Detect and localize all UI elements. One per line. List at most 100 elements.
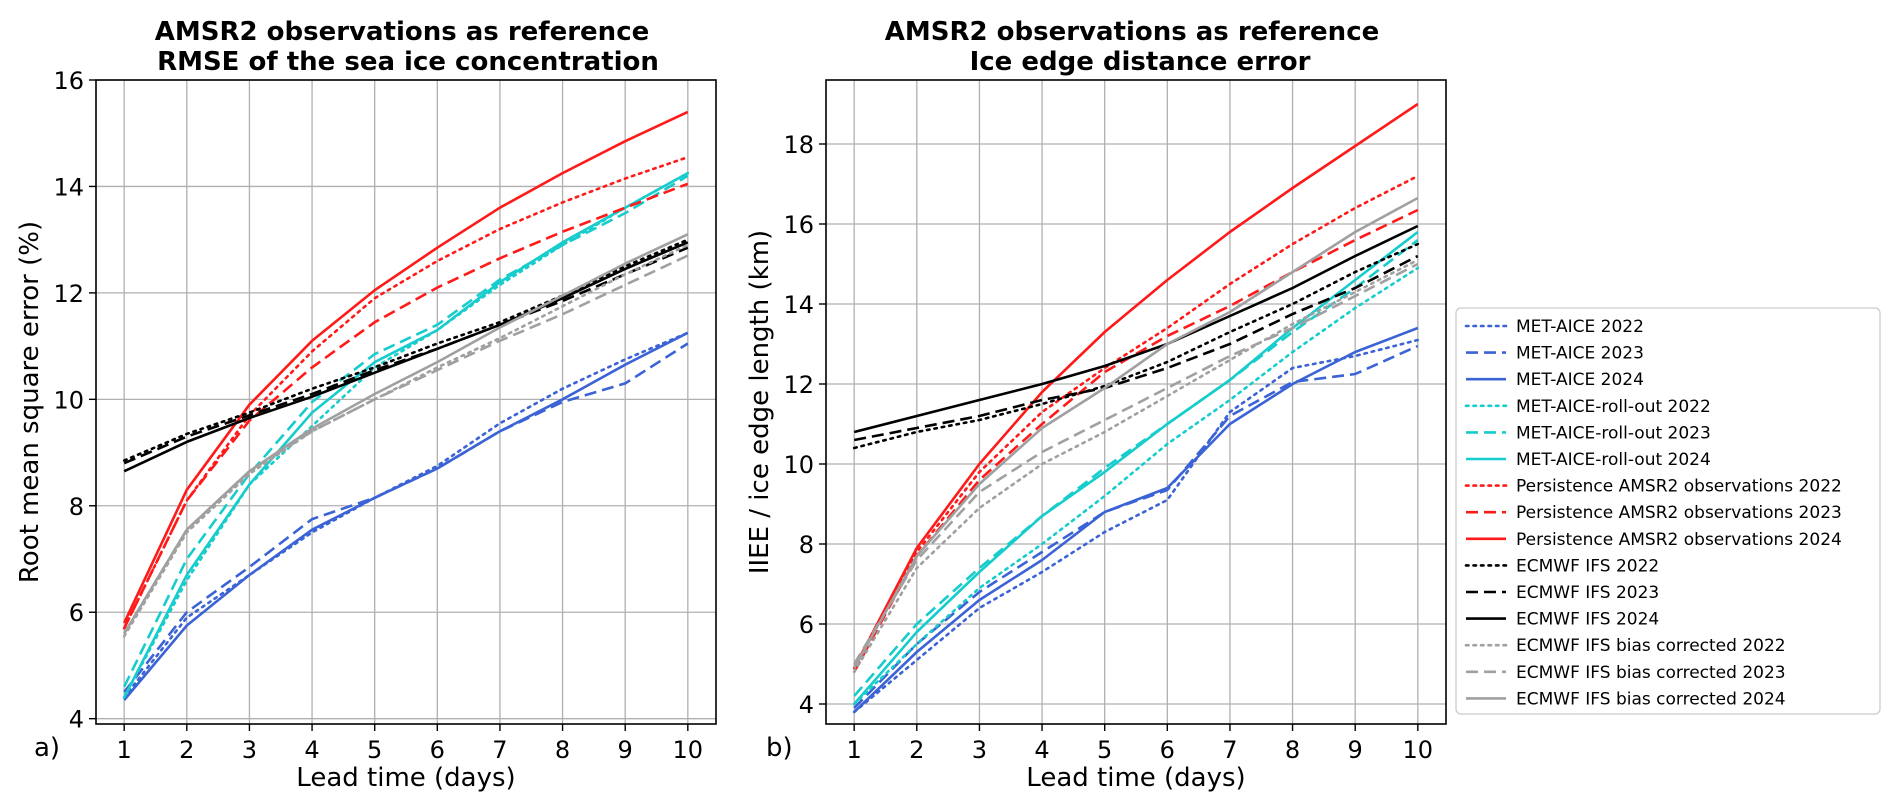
legend-items: MET-AICE 2022 MET-AICE 2023 MET-AICE 2024 M… bbox=[1464, 317, 1842, 709]
x-tick-label: 1 bbox=[117, 736, 132, 764]
panel-a-y-axis-label: Root mean square error (%) bbox=[15, 221, 45, 583]
panel-a-plot-frame bbox=[95, 79, 717, 725]
series-line bbox=[853, 254, 1419, 442]
panel-a-label: a) bbox=[34, 733, 60, 763]
panel-b-y-axis-label: IIEE / ice edge length (km) bbox=[745, 230, 775, 574]
panel-a-rmse-chart: AMSR2 observations as reference RMSE of … bbox=[15, 17, 717, 793]
panel-b-x-axis-label: Lead time (days) bbox=[1026, 763, 1245, 793]
x-tick-label: 1 bbox=[847, 736, 862, 764]
x-tick-label: 7 bbox=[1222, 736, 1237, 764]
x-tick-label: 10 bbox=[1403, 736, 1434, 764]
panel-a-series-lines bbox=[122, 110, 690, 701]
x-tick-label: 8 bbox=[555, 736, 570, 764]
y-tick-label: 16 bbox=[783, 211, 814, 239]
panel-a-title-line-1: AMSR2 observations as reference bbox=[155, 17, 650, 47]
x-tick-label: 7 bbox=[492, 736, 507, 764]
y-tick-label: 4 bbox=[69, 706, 84, 734]
legend-label: ECMWF IFS 2022 bbox=[1516, 556, 1659, 576]
panel-b-title-line-1: AMSR2 observations as reference bbox=[885, 17, 1380, 47]
series-line bbox=[123, 246, 689, 465]
series-line bbox=[122, 155, 690, 630]
series-line bbox=[853, 326, 1419, 713]
x-tick-label: 5 bbox=[367, 736, 382, 764]
panel-b-ice-edge-chart: AMSR2 observations as reference Ice edge… bbox=[745, 17, 1447, 793]
panel-b-grid bbox=[826, 80, 1446, 724]
x-tick-label: 8 bbox=[1285, 736, 1300, 764]
series-line bbox=[853, 224, 1419, 434]
series-line bbox=[853, 196, 1419, 669]
series-line bbox=[852, 338, 1420, 714]
x-tick-label: 2 bbox=[179, 736, 194, 764]
y-tick-label: 6 bbox=[69, 599, 84, 627]
x-tick-label: 4 bbox=[304, 736, 319, 764]
legend-label: MET-AICE 2022 bbox=[1516, 317, 1644, 337]
legend-label: ECMWF IFS bias corrected 2022 bbox=[1516, 636, 1786, 656]
y-tick-label: 18 bbox=[783, 131, 814, 159]
legend-box bbox=[1455, 307, 1881, 715]
legend-label: MET-AICE-roll-out 2024 bbox=[1516, 450, 1711, 470]
series-line bbox=[853, 230, 1419, 705]
legend-label: MET-AICE 2024 bbox=[1516, 370, 1644, 390]
x-tick-label: 10 bbox=[673, 736, 704, 764]
panel-b-label: b) bbox=[766, 733, 793, 763]
series-line bbox=[123, 171, 689, 698]
series-line bbox=[123, 331, 689, 701]
legend: MET-AICE 2022 MET-AICE 2023 MET-AICE 2024 M… bbox=[1455, 307, 1881, 715]
panel-a-title-line-2: RMSE of the sea ice concentration bbox=[157, 47, 659, 77]
series-line bbox=[853, 344, 1419, 709]
x-tick-label: 6 bbox=[1160, 736, 1175, 764]
series-line bbox=[123, 182, 689, 629]
y-tick-label: 8 bbox=[69, 493, 84, 521]
legend-label: MET-AICE 2023 bbox=[1516, 344, 1644, 364]
series-line bbox=[122, 331, 690, 699]
y-tick-label: 10 bbox=[53, 386, 84, 414]
y-tick-label: 10 bbox=[783, 451, 814, 479]
series-line bbox=[853, 262, 1419, 665]
legend-label: Persistence AMSR2 observations 2023 bbox=[1516, 503, 1842, 523]
series-line bbox=[122, 238, 690, 462]
legend-label: Persistence AMSR2 observations 2024 bbox=[1516, 530, 1842, 550]
series-line bbox=[852, 242, 1420, 450]
series-line bbox=[122, 243, 690, 638]
panel-a-grid bbox=[96, 79, 716, 724]
panel-a-x-axis-label: Lead time (days) bbox=[296, 763, 515, 793]
y-tick-label: 14 bbox=[783, 291, 814, 319]
series-line bbox=[123, 342, 689, 693]
series-line bbox=[852, 266, 1420, 706]
legend-label: ECMWF IFS bias corrected 2024 bbox=[1516, 689, 1786, 709]
x-tick-label: 5 bbox=[1097, 736, 1112, 764]
panel-b-series-lines bbox=[852, 102, 1420, 714]
series-line bbox=[853, 102, 1419, 669]
x-tick-label: 3 bbox=[242, 736, 257, 764]
x-tick-label: 4 bbox=[1034, 736, 1049, 764]
y-tick-label: 4 bbox=[799, 691, 814, 719]
legend-label: Persistence AMSR2 observations 2022 bbox=[1516, 477, 1842, 497]
x-tick-label: 9 bbox=[618, 736, 633, 764]
series-line bbox=[853, 238, 1419, 697]
y-tick-label: 16 bbox=[53, 67, 84, 95]
series-line bbox=[852, 174, 1420, 670]
y-tick-label: 8 bbox=[799, 531, 814, 559]
series-line bbox=[852, 258, 1420, 674]
panel-b-plot-frame bbox=[825, 79, 1447, 725]
x-tick-label: 3 bbox=[972, 736, 987, 764]
series-line bbox=[123, 241, 689, 473]
series-line bbox=[123, 233, 689, 635]
legend-label: ECMWF IFS bias corrected 2023 bbox=[1516, 663, 1786, 683]
x-tick-label: 2 bbox=[909, 736, 924, 764]
series-line bbox=[122, 171, 690, 699]
panel-b-title-line-2: Ice edge distance error bbox=[970, 47, 1311, 77]
series-line bbox=[123, 110, 689, 624]
x-tick-label: 9 bbox=[1348, 736, 1363, 764]
legend-label: MET-AICE-roll-out 2023 bbox=[1516, 423, 1711, 443]
legend-label: ECMWF IFS 2024 bbox=[1516, 610, 1659, 630]
x-tick-label: 6 bbox=[430, 736, 445, 764]
y-tick-label: 14 bbox=[53, 173, 84, 201]
legend-label: MET-AICE-roll-out 2022 bbox=[1516, 397, 1711, 417]
series-line bbox=[123, 254, 689, 635]
series-line bbox=[123, 174, 689, 688]
y-tick-label: 12 bbox=[783, 371, 814, 399]
